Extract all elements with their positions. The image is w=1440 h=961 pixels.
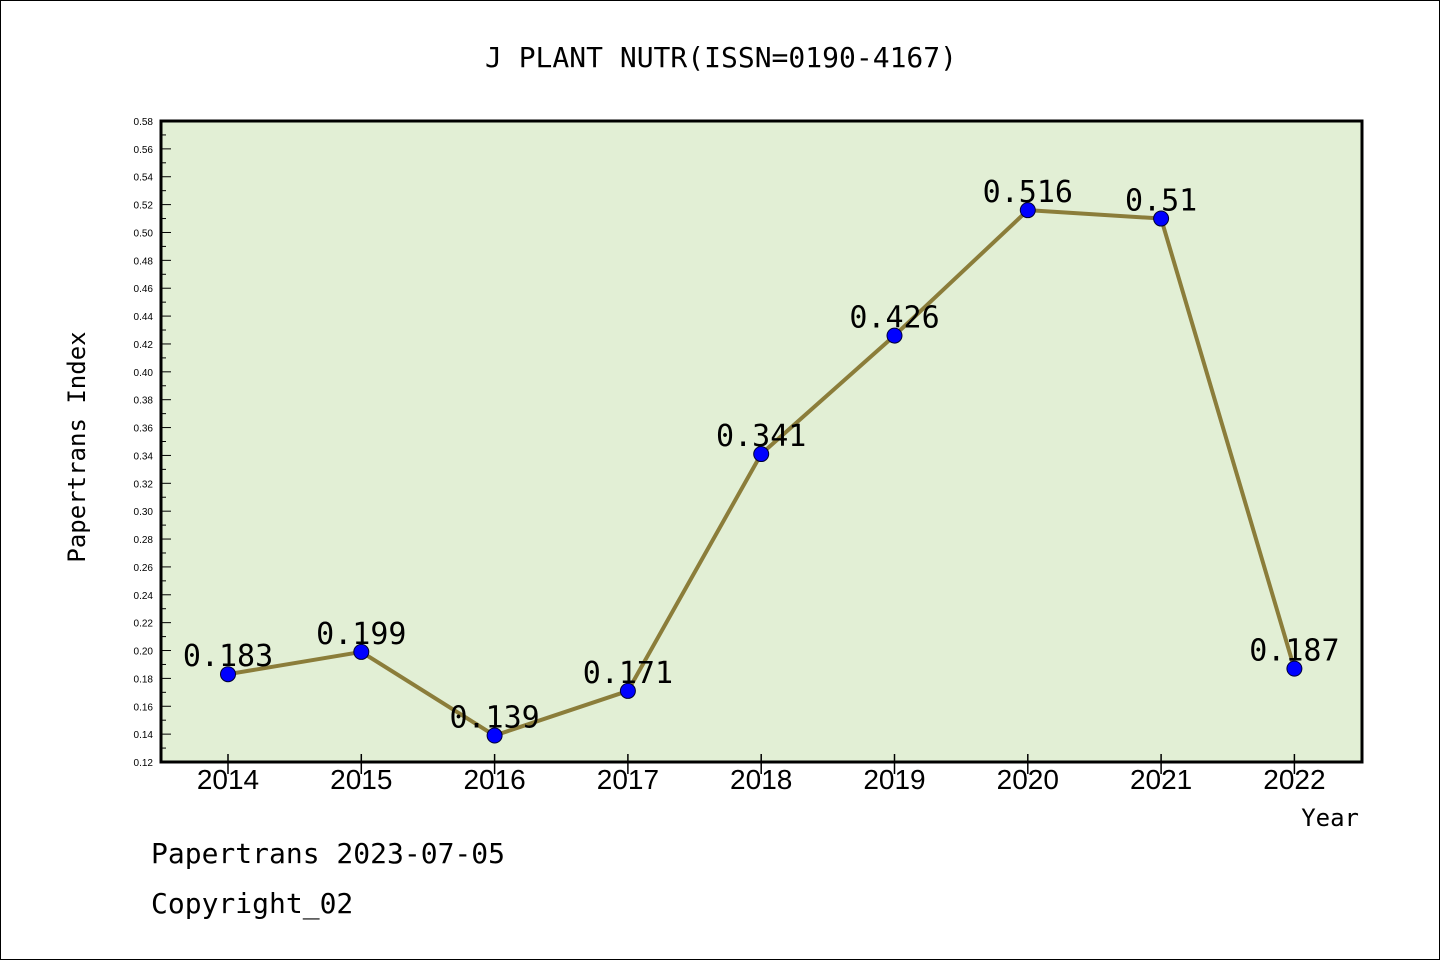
x-tick-label: 2017	[597, 764, 659, 795]
y-tick-label: 0.46	[134, 284, 154, 295]
y-tick-label: 0.26	[134, 563, 154, 574]
y-tick-label: 0.16	[134, 702, 154, 713]
y-tick-label: 0.12	[134, 758, 154, 769]
y-tick-label: 0.30	[134, 507, 154, 518]
series-line-group: 0.183 0.199 0.139 0.171 0.341 0.426 0.516 0.51 0…	[183, 175, 1340, 744]
y-axis: 0.12 0.14 0.16 0.18 0.20 0.22 0.24 0.26 0.28 0.30…	[134, 117, 171, 769]
footer-copyright: Copyright_02	[151, 887, 354, 920]
y-tick-label: 0.56	[134, 145, 154, 156]
y-tick-label: 0.24	[134, 591, 154, 602]
data-label: 0.51	[1125, 184, 1197, 219]
y-tick-label: 0.50	[134, 228, 154, 239]
data-point	[486, 727, 503, 744]
y-tick-label: 0.40	[134, 368, 154, 379]
x-tick-label: 2019	[863, 764, 925, 795]
x-tick-label: 2020	[997, 764, 1059, 795]
y-tick-label: 0.58	[134, 117, 154, 128]
y-tick-label: 0.36	[134, 424, 154, 435]
data-label: 0.199	[316, 617, 406, 652]
data-point	[353, 643, 370, 660]
y-tick-label: 0.38	[134, 396, 154, 407]
y-tick-label: 0.48	[134, 256, 154, 267]
x-tick-label: 2018	[730, 764, 792, 795]
y-tick-label: 0.52	[134, 201, 154, 212]
data-label: 0.341	[716, 419, 806, 454]
x-axis: 2014 2015 2016 2017 2018 2019 2020 2021 2022	[197, 754, 1326, 795]
footer-date: Papertrans 2023-07-05	[151, 837, 506, 870]
data-label: 0.187	[1249, 634, 1339, 669]
y-axis-label: Papertrans Index	[63, 331, 91, 562]
data-label: 0.171	[583, 656, 673, 691]
data-point	[1153, 210, 1170, 227]
y-tick-label: 0.32	[134, 479, 154, 490]
y-tick-label: 0.14	[134, 730, 154, 741]
x-axis-label: Year	[1301, 804, 1359, 832]
data-label: 0.516	[983, 175, 1073, 210]
y-tick-label: 0.22	[134, 619, 154, 630]
x-tick-label: 2022	[1263, 764, 1325, 795]
x-tick-label: 2014	[197, 764, 259, 795]
data-label: 0.426	[849, 301, 939, 336]
y-tick-label: 0.28	[134, 535, 154, 546]
x-tick-label: 2016	[463, 764, 525, 795]
data-label: 0.139	[449, 701, 539, 736]
y-tick-label: 0.20	[134, 647, 154, 658]
y-tick-label: 0.42	[134, 340, 154, 351]
x-tick-label: 2021	[1130, 764, 1192, 795]
y-tick-label: 0.34	[134, 451, 154, 462]
x-tick-label: 2015	[330, 764, 392, 795]
y-tick-label: 0.54	[134, 173, 154, 184]
y-tick-label: 0.44	[134, 312, 154, 323]
data-point	[619, 682, 636, 699]
data-point	[886, 327, 903, 344]
chart-title: J PLANT NUTR(ISSN=0190-4167)	[485, 41, 957, 74]
y-tick-label: 0.18	[134, 674, 154, 685]
data-point	[1019, 202, 1036, 219]
data-point	[220, 666, 236, 683]
data-label: 0.183	[183, 639, 273, 674]
data-point	[1286, 660, 1303, 677]
data-point	[753, 446, 770, 463]
